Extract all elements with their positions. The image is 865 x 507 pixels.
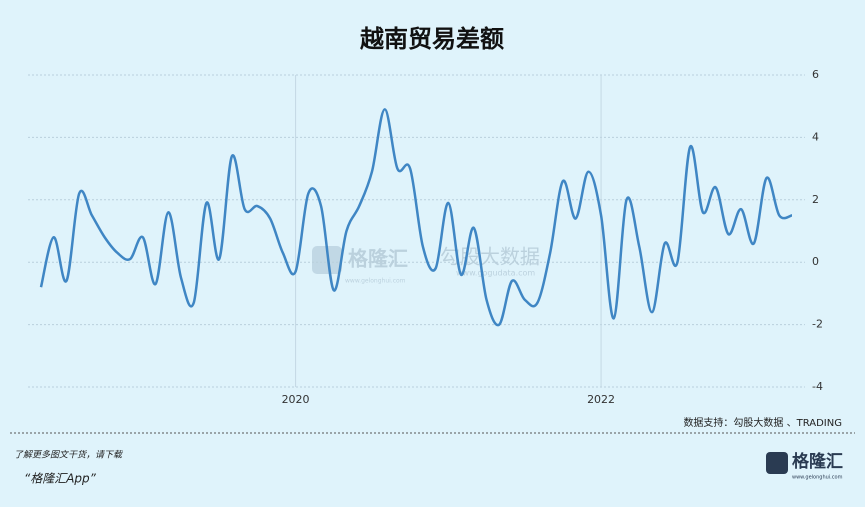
watermark-url: www.gelonghui.com [345, 278, 406, 285]
footer-text: 了解更多图文干货，请下载 [14, 450, 123, 461]
watermark-data-url: www.gogudata.com [456, 269, 535, 278]
watermark-brand: 格隆汇 [348, 247, 408, 271]
y-tick-label: -4 [812, 380, 823, 393]
x-tick-label: 2022 [587, 393, 615, 406]
y-tick-label: 0 [812, 255, 819, 268]
y-tick-label: 2 [812, 193, 819, 206]
footer-logo: 格隆汇 [792, 451, 843, 472]
chart-title: 越南贸易差额 [360, 25, 504, 53]
y-tick-label: -2 [812, 318, 823, 331]
line-series [39, 108, 793, 327]
x-tick-label: 2020 [282, 393, 310, 406]
footer-logo-url: www.gelonghui.com [792, 475, 843, 481]
footer-app: “格隆汇App” [24, 472, 97, 486]
source: 数据支持：勾股大数据 、TRADING [683, 416, 842, 429]
y-tick-label: 4 [812, 130, 819, 143]
y-tick-label: 6 [812, 68, 819, 81]
watermark-logo [312, 246, 342, 274]
footer-logo-icon [766, 452, 788, 474]
watermark: 格隆汇 www.gelonghui.com 勾股大数据 www.gogudata… [312, 245, 540, 285]
